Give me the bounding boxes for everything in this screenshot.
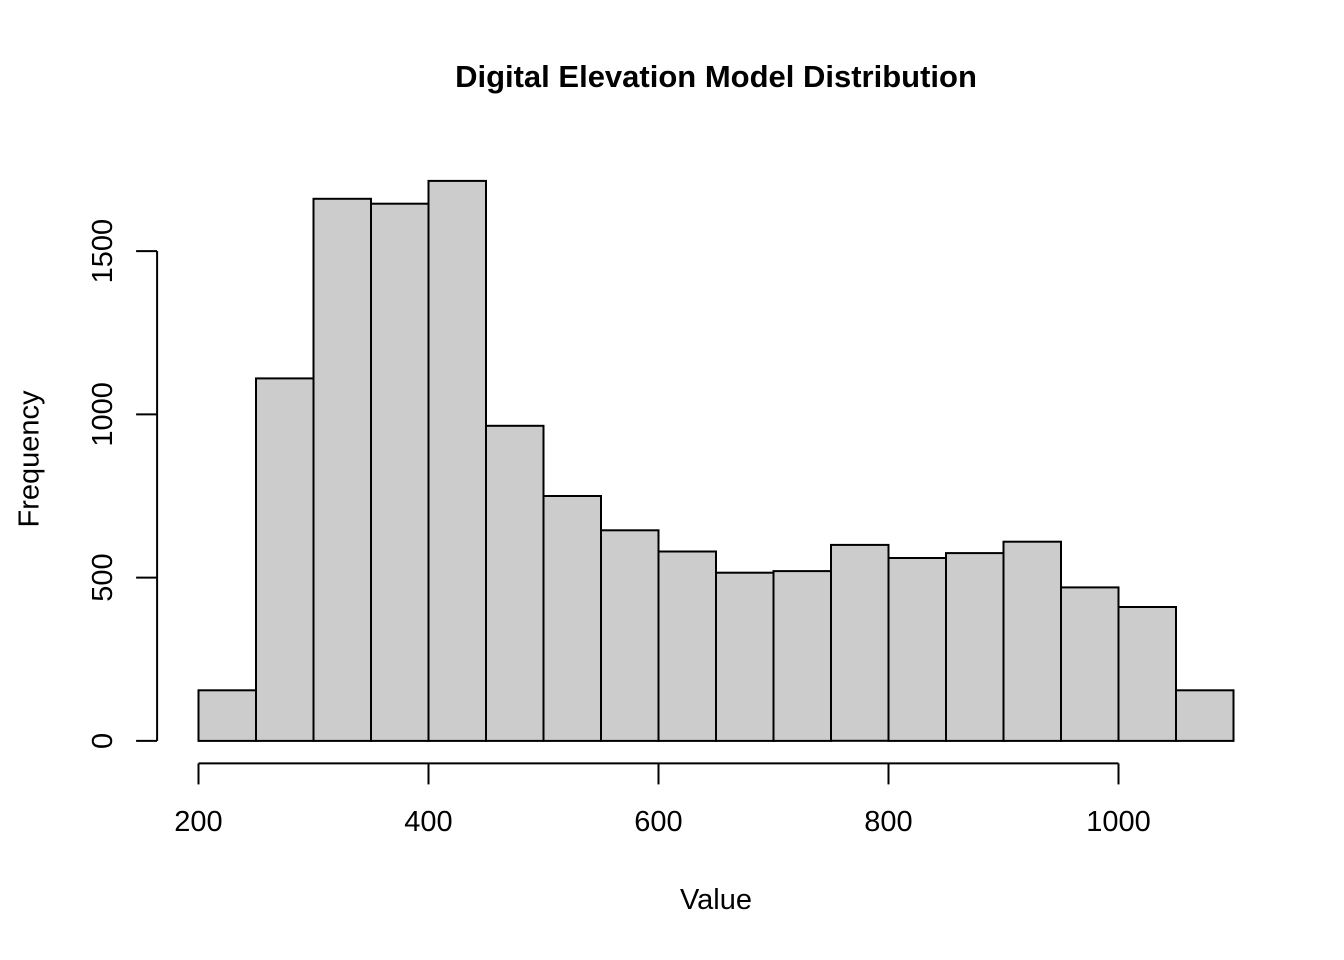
histogram-bar — [312, 197, 372, 742]
histogram-bar — [945, 552, 1005, 742]
x-tick-label: 400 — [404, 806, 452, 838]
x-tick-label: 1000 — [1086, 806, 1151, 838]
histogram-bar — [1002, 540, 1062, 742]
histogram-bar — [1060, 586, 1120, 742]
histogram-bar — [600, 529, 660, 742]
histogram-bar — [1117, 606, 1177, 742]
histogram-bar — [715, 571, 775, 742]
histogram-bar — [370, 202, 430, 742]
y-tick-label: 1500 — [87, 219, 119, 284]
y-tick-label: 1000 — [87, 382, 119, 447]
histogram-bar — [197, 689, 257, 742]
histogram-bar — [542, 495, 602, 742]
y-tick-label: 500 — [87, 553, 119, 601]
x-tick-label: 600 — [634, 806, 682, 838]
histogram-bar — [427, 179, 487, 742]
histogram-bar — [657, 550, 717, 742]
y-tick-label: 0 — [87, 733, 119, 749]
histogram-bar — [830, 543, 890, 742]
histogram-bar — [255, 377, 315, 742]
x-axis-label: Value — [679, 884, 753, 916]
x-tick-label: 200 — [174, 806, 222, 838]
chart-title: Digital Elevation Model Distribution — [455, 59, 977, 94]
histogram-bar — [772, 570, 832, 742]
histogram-bar — [485, 424, 545, 742]
histogram-bar — [887, 557, 947, 742]
x-tick-label: 800 — [864, 806, 912, 838]
histogram-bar — [1175, 689, 1235, 742]
